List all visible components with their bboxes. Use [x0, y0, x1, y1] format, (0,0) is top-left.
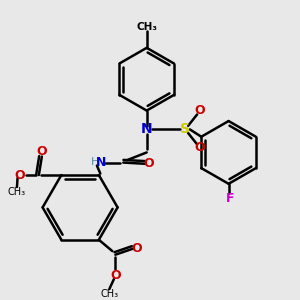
Text: H: H [91, 157, 100, 167]
Text: O: O [37, 145, 47, 158]
Text: O: O [194, 141, 205, 154]
Text: O: O [143, 157, 154, 170]
Text: CH₃: CH₃ [8, 188, 26, 197]
Text: N: N [141, 122, 152, 136]
Text: CH₃: CH₃ [100, 289, 118, 299]
Text: O: O [15, 169, 25, 182]
Text: O: O [194, 104, 205, 117]
Text: CH₃: CH₃ [136, 22, 157, 32]
Text: N: N [96, 156, 106, 169]
Text: O: O [110, 268, 121, 281]
Text: F: F [226, 192, 234, 205]
Text: S: S [180, 122, 190, 136]
Text: O: O [132, 242, 142, 255]
